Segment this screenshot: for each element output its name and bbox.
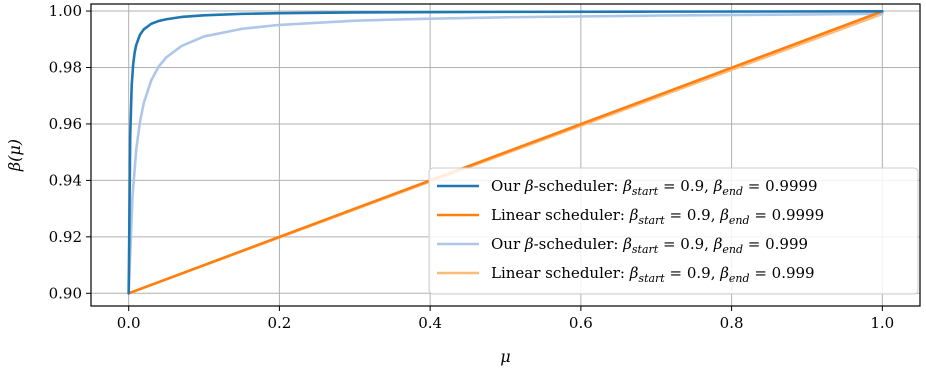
y-tick-label: 0.96 [49,115,82,133]
x-tick-label: 1.0 [870,314,894,332]
x-tick-label: 0.2 [267,314,291,332]
y-tick-label: 0.92 [49,228,82,246]
y-tick-label: 0.98 [49,59,82,77]
y-tick-label: 0.90 [49,284,82,302]
x-axis-label: μ [500,347,510,366]
y-tick-label: 0.94 [49,171,82,189]
y-tick-label: 1.00 [49,2,82,20]
x-tick-label: 0.8 [720,314,744,332]
x-tick-label: 0.6 [569,314,593,332]
y-axis-label: β(μ) [5,139,24,172]
legend: Our β-scheduler: βstart = 0.9, βend = 0.… [429,168,918,294]
x-tick-label: 0.0 [117,314,141,332]
x-tick-label: 0.4 [418,314,442,332]
